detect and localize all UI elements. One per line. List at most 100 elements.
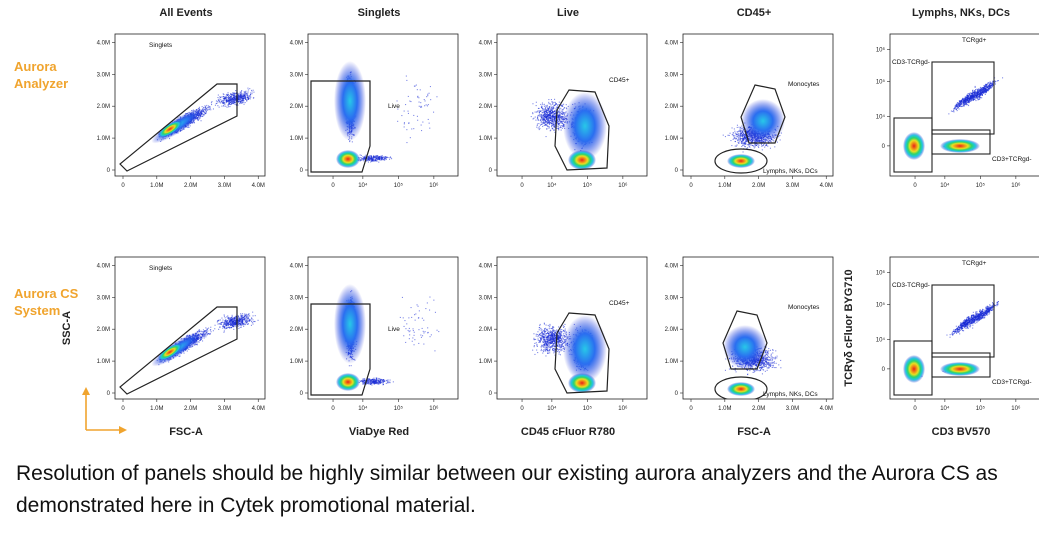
panel-3-row-0: CD45+ 0 1.0M 2.0M 3.0M 4.0M 0 1.0M 2.0M 3.0M 4.0M M… xyxy=(665,7,834,189)
gate-lymphs xyxy=(714,148,768,174)
y-tick-label: 3.0M xyxy=(479,295,492,301)
y-tick-label: 1.0M xyxy=(97,359,110,365)
x-tick-label: 10⁶ xyxy=(429,405,439,412)
x-tick-label: 0 xyxy=(331,183,335,189)
x-tick-label: 10⁴ xyxy=(358,182,368,189)
x-tick-label: 10⁴ xyxy=(940,405,950,412)
y-tick-label: 1.0M xyxy=(665,136,678,142)
x-tick-label: 10⁴ xyxy=(547,182,557,189)
panel-2-row-1: 0 10⁴ 10⁵ 10⁶ 0 1.0M 2.0M 3.0M 4.0M CD45 cFluor R… xyxy=(479,256,648,438)
x-tick-label: 10⁴ xyxy=(940,182,950,189)
gate-singlets xyxy=(119,83,238,172)
y-tick-label: 0 xyxy=(300,168,304,174)
gate-label: Monocytes xyxy=(788,304,820,311)
density-plot xyxy=(530,89,610,171)
x-axis-title: CD45 cFluor R780 xyxy=(521,426,615,438)
gate-monocytes xyxy=(740,84,786,144)
gate-label: Monocytes xyxy=(788,81,820,88)
panel-title: CD45+ xyxy=(737,7,772,19)
panel-4-row-1: 0 10⁴ 10⁵ 10⁶ 0 10⁴ 10⁵ 10⁶ CD3 BV570 TCRγδ cFluo… xyxy=(843,256,1039,438)
x-tick-label: 4.0M xyxy=(820,406,833,412)
gate-label: CD3+TCRgd- xyxy=(992,156,1032,163)
y-tick-label: 1.0M xyxy=(479,136,492,142)
gate-label: CD45+ xyxy=(609,77,630,84)
y-tick-label: 4.0M xyxy=(290,40,303,46)
row-label-aurora-analyzer: Aurora Analyzer xyxy=(14,59,69,91)
y-tick-label: 2.0M xyxy=(665,104,678,110)
plot-frame xyxy=(307,33,459,177)
caption: Resolution of panels should be highly si… xyxy=(16,462,998,517)
panel-title: Lymphs, NKs, DCs xyxy=(912,7,1010,19)
plot-frame xyxy=(307,256,459,400)
y-tick-label: 1.0M xyxy=(290,359,303,365)
gate-label: Lymphs, NKs, DCs xyxy=(763,168,818,175)
y-tick-label: 4.0M xyxy=(665,263,678,269)
x-tick-label: 0 xyxy=(121,183,125,189)
x-tick-label: 10⁵ xyxy=(583,405,593,412)
x-axis-title: FSC-A xyxy=(737,426,771,438)
axis-orientation-arrows xyxy=(82,387,127,434)
x-tick-label: 2.0M xyxy=(184,406,197,412)
panel-0-row-1: 0 1.0M 2.0M 3.0M 4.0M 0 1.0M 2.0M 3.0M 4.0M FSC-A S… xyxy=(61,256,266,438)
x-tick-label: 10⁶ xyxy=(429,182,439,189)
y-axis-title: SSC-A xyxy=(61,311,73,345)
y-tick-label: 0 xyxy=(489,168,493,174)
x-tick-label: 4.0M xyxy=(252,183,265,189)
y-tick-label: 4.0M xyxy=(479,263,492,269)
x-tick-label: 10⁵ xyxy=(394,405,404,412)
gate-tcrgd-pos xyxy=(931,61,995,135)
x-tick-label: 0 xyxy=(331,406,335,412)
gate-label: CD3-TCRgd- xyxy=(892,59,930,66)
x-tick-label: 1.0M xyxy=(718,183,731,189)
x-tick-label: 10⁵ xyxy=(976,405,986,412)
x-tick-label: 0 xyxy=(689,406,693,412)
y-tick-label: 0 xyxy=(107,391,111,397)
gate-label: TCRgd+ xyxy=(962,37,987,44)
x-tick-label: 0 xyxy=(121,406,125,412)
y-tick-label: 3.0M xyxy=(479,72,492,78)
gate-lymphs xyxy=(714,376,768,399)
y-tick-label: 1.0M xyxy=(479,359,492,365)
gate-cd3-pos-tcrgd-neg xyxy=(931,129,991,155)
plot-frame xyxy=(114,256,266,400)
density-plot xyxy=(310,61,438,173)
x-tick-label: 2.0M xyxy=(752,406,765,412)
gate-label: Live xyxy=(388,103,400,110)
panel-2-row-0: Live 0 10⁴ 10⁵ 10⁶ 0 1.0M 2.0M 3.0M 4.0M CD45+ xyxy=(479,7,648,189)
gate-label: TCRgd+ xyxy=(962,260,987,267)
gate-label: Lymphs, NKs, DCs xyxy=(763,391,818,398)
x-tick-label: 0 xyxy=(520,183,524,189)
gate-live xyxy=(310,303,371,396)
y-tick-label: 2.0M xyxy=(290,104,303,110)
y-tick-label: 1.0M xyxy=(97,136,110,142)
y-tick-label: 10⁶ xyxy=(876,269,886,276)
gate-label: Singlets xyxy=(149,42,173,49)
y-tick-label: 1.0M xyxy=(665,359,678,365)
x-tick-label: 3.0M xyxy=(786,406,799,412)
panel-0-row-0: All Events 0 1.0M 2.0M 3.0M 4.0M 0 1.0M 2.0M 3.0M… xyxy=(97,7,266,189)
panel-title: All Events xyxy=(159,7,212,19)
gate-tcrgd-pos xyxy=(931,284,995,358)
gate-label: CD3-TCRgd- xyxy=(892,282,930,289)
x-tick-label: 10⁶ xyxy=(618,182,628,189)
y-tick-label: 2.0M xyxy=(97,104,110,110)
gate-label: CD3+TCRgd- xyxy=(992,379,1032,386)
y-tick-label: 0 xyxy=(882,367,886,373)
y-tick-label: 4.0M xyxy=(665,40,678,46)
x-tick-label: 10⁵ xyxy=(976,182,986,189)
y-tick-label: 2.0M xyxy=(290,327,303,333)
x-tick-label: 2.0M xyxy=(752,183,765,189)
x-tick-label: 10⁴ xyxy=(358,405,368,412)
y-tick-label: 10⁴ xyxy=(876,113,886,120)
y-tick-label: 3.0M xyxy=(665,72,678,78)
plot-frame xyxy=(682,256,834,400)
gate-cd45-positive xyxy=(554,89,610,171)
y-tick-label: 0 xyxy=(882,144,886,150)
x-tick-label: 2.0M xyxy=(184,183,197,189)
y-tick-label: 0 xyxy=(300,391,304,397)
density-plot xyxy=(714,84,786,174)
y-tick-label: 3.0M xyxy=(290,72,303,78)
panel-4-row-0: Lymphs, NKs, DCs 0 10⁴ 10⁵ 10⁶ 0 10⁴ 10⁵ 10⁶ TCRg… xyxy=(876,7,1039,189)
x-tick-label: 0 xyxy=(520,406,524,412)
x-tick-label: 10⁶ xyxy=(618,405,628,412)
